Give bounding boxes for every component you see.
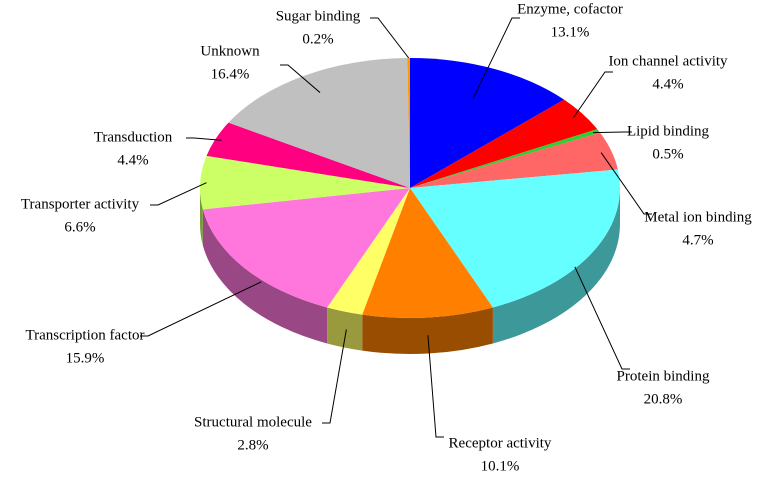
leader-line	[600, 152, 652, 215]
slice-label: Lipid binding	[627, 123, 710, 139]
slice-label: Receptor activity	[449, 435, 552, 451]
leader-line	[280, 64, 321, 93]
slice-label: Transporter activity	[21, 196, 140, 212]
leader-line	[322, 329, 347, 424]
slice	[362, 188, 493, 318]
slice-value-label: 4.4%	[652, 76, 683, 92]
slice-side	[200, 188, 203, 246]
slice	[410, 99, 598, 188]
slice-label: Structural molecule	[194, 414, 312, 430]
slice-side	[492, 188, 620, 344]
slice-side	[327, 307, 363, 351]
slice	[202, 188, 410, 308]
leader-line	[573, 71, 613, 118]
slice-value-label: 6.6%	[64, 219, 95, 235]
slice	[228, 58, 410, 188]
slice	[410, 169, 620, 308]
slice-value-label: 4.4%	[117, 152, 148, 168]
slice	[407, 58, 410, 188]
slice-value-label: 20.8%	[644, 391, 683, 407]
slice	[410, 132, 618, 188]
slice-label: Enzyme, cofactor	[517, 1, 623, 17]
slice-value-label: 16.4%	[211, 66, 250, 82]
slice-label: Transcription factor	[25, 327, 144, 343]
leader-line	[472, 17, 520, 99]
slice-label: Transduction	[94, 129, 173, 145]
slice-value-label: 0.2%	[302, 31, 333, 47]
leader-line	[427, 335, 444, 438]
slice-label: Ion channel activity	[608, 53, 728, 69]
leader-line	[186, 137, 222, 141]
slice-label: Protein binding	[617, 368, 710, 384]
slice-side	[362, 307, 493, 354]
slice	[199, 155, 410, 210]
slice-value-label: 13.1%	[551, 24, 590, 40]
slice	[410, 58, 565, 188]
slice-value-label: 2.8%	[237, 437, 268, 453]
slice-side	[202, 209, 328, 344]
slice-label: Metal ion binding	[644, 209, 752, 225]
slice-value-label: 15.9%	[66, 350, 105, 366]
slice-label: Unknown	[200, 43, 260, 59]
slice	[327, 188, 410, 315]
leader-line	[150, 182, 207, 206]
leader-line	[593, 131, 632, 134]
leader-line	[140, 281, 262, 337]
slice	[410, 129, 601, 188]
slice	[206, 122, 410, 188]
leader-line	[574, 266, 630, 370]
slice-value-label: 4.7%	[682, 232, 713, 248]
slice-label: Sugar binding	[276, 8, 361, 24]
slice-value-label: 0.5%	[652, 146, 683, 162]
leader-line	[370, 17, 410, 59]
slice-value-label: 10.1%	[481, 458, 520, 474]
